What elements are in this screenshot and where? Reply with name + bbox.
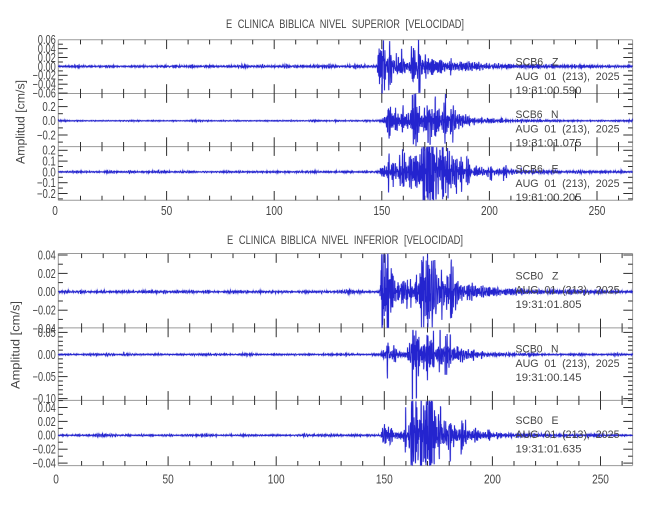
svg-text:−0.2: −0.2: [37, 187, 56, 201]
svg-text:AUG 01 (213), 2025: AUG 01 (213), 2025: [516, 123, 620, 135]
svg-text:SCB6 Z: SCB6 Z: [516, 57, 559, 69]
svg-text:AUG 01 (213), 2025: AUG 01 (213), 2025: [516, 178, 620, 190]
svg-text:SCB0 Z: SCB0 Z: [516, 270, 559, 282]
svg-text:19:31:01.635: 19:31:01.635: [516, 443, 582, 455]
svg-text:50: 50: [163, 471, 174, 486]
svg-text:100: 100: [268, 471, 285, 486]
svg-text:−0.04: −0.04: [33, 322, 56, 336]
svg-text:0.04: 0.04: [38, 401, 56, 415]
svg-text:0.04: 0.04: [38, 42, 56, 56]
svg-text:SCB0 N: SCB0 N: [516, 344, 559, 356]
svg-text:0.06: 0.06: [38, 33, 56, 47]
svg-text:0.0: 0.0: [42, 165, 55, 179]
svg-text:−0.10: −0.10: [33, 392, 56, 406]
svg-text:AUG 01 (213), 2025: AUG 01 (213), 2025: [516, 71, 620, 83]
svg-text:200: 200: [484, 471, 501, 486]
svg-text:50: 50: [161, 203, 172, 218]
svg-text:AUG 01 (213), 2025: AUG 01 (213), 2025: [516, 358, 620, 370]
svg-text:SCB6 E: SCB6 E: [516, 164, 559, 176]
svg-text:19:31:00.590: 19:31:00.590: [516, 85, 582, 97]
svg-text:−0.02: −0.02: [33, 443, 56, 457]
svg-text:0.00: 0.00: [38, 285, 56, 299]
svg-text:150: 150: [373, 203, 390, 218]
svg-text:0.1: 0.1: [42, 155, 55, 169]
svg-text:E CLINICA BIBLICA NIVEL INFERI: E CLINICA BIBLICA NIVEL INFERIOR [VELOCI…: [227, 233, 463, 247]
svg-text:0.2: 0.2: [42, 144, 55, 158]
svg-text:AUG 01 (213), 2025: AUG 01 (213), 2025: [516, 429, 620, 441]
svg-text:19:31:00.205: 19:31:00.205: [516, 192, 582, 204]
svg-text:100: 100: [266, 203, 283, 218]
svg-text:0: 0: [52, 203, 58, 218]
svg-text:−0.02: −0.02: [33, 304, 56, 318]
svg-text:SCB0 E: SCB0 E: [516, 415, 559, 427]
svg-text:200: 200: [481, 203, 498, 218]
svg-text:0.00: 0.00: [38, 348, 56, 362]
svg-text:250: 250: [589, 203, 606, 218]
svg-text:−0.1: −0.1: [37, 176, 56, 190]
svg-text:−0.06: −0.06: [33, 87, 56, 101]
svg-text:−0.02: −0.02: [33, 69, 56, 83]
svg-text:−0.05: −0.05: [33, 370, 56, 384]
svg-text:−0.04: −0.04: [33, 457, 56, 471]
svg-text:0.02: 0.02: [38, 415, 56, 429]
svg-text:19:31:01.075: 19:31:01.075: [516, 138, 582, 150]
svg-text:0.04: 0.04: [38, 248, 56, 262]
svg-text:0.00: 0.00: [38, 429, 56, 443]
svg-text:−0.2: −0.2: [37, 128, 56, 142]
svg-text:−0.04: −0.04: [33, 78, 56, 92]
svg-text:Amplitud [cm/s]: Amplitud [cm/s]: [16, 80, 28, 164]
svg-text:AUG 01 (213), 2025: AUG 01 (213), 2025: [516, 285, 620, 297]
svg-text:0.0: 0.0: [42, 114, 55, 128]
svg-text:19:31:00.145: 19:31:00.145: [516, 372, 582, 384]
svg-text:0.2: 0.2: [42, 100, 55, 114]
svg-text:0.00: 0.00: [38, 60, 56, 74]
svg-text:0: 0: [53, 471, 59, 486]
svg-text:150: 150: [376, 471, 393, 486]
svg-text:E CLINICA BIBLICA NIVEL SUPERI: E CLINICA BIBLICA NIVEL SUPERIOR [VELOCI…: [226, 17, 464, 31]
svg-text:0.05: 0.05: [38, 326, 56, 340]
svg-text:19:31:01.805: 19:31:01.805: [516, 299, 582, 311]
svg-text:250: 250: [592, 471, 609, 486]
svg-text:0.02: 0.02: [38, 267, 56, 281]
svg-text:0.02: 0.02: [38, 51, 56, 65]
svg-text:SCB6 N: SCB6 N: [516, 109, 559, 121]
svg-text:Amplitud [cm/s]: Amplitud [cm/s]: [11, 301, 23, 389]
